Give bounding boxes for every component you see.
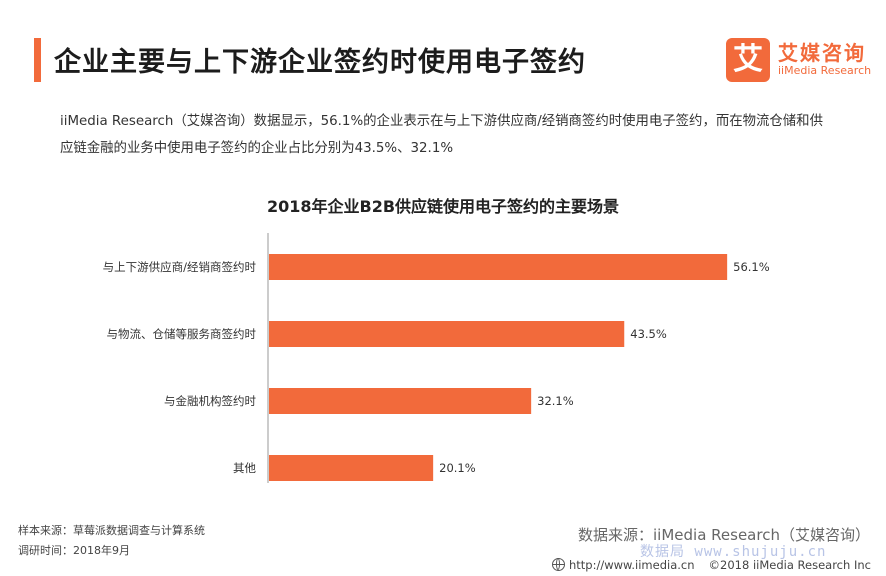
sample-source: 样本来源：草莓派数据调查与计算系统 (18, 524, 205, 537)
value-label: 32.1% (537, 394, 574, 408)
page-title: 企业主要与上下游企业签约时使用电子签约 (54, 47, 586, 78)
value-label: 20.1% (439, 461, 476, 475)
bar (269, 254, 728, 280)
logo-en-text: iiMedia Research (778, 64, 872, 77)
value-label: 43.5% (630, 327, 667, 341)
data-source: 数据来源：iiMedia Research（艾媒咨询） (578, 526, 870, 544)
iimedia-logo: 艾 艾媒咨询 iiMedia Research (726, 38, 872, 82)
chart-title: 2018年企业B2B供应链使用电子签约的主要场景 (266, 197, 620, 216)
bar (269, 321, 625, 347)
globe-icon (552, 558, 565, 571)
category-label: 与物流、仓储等服务商签约时 (107, 327, 257, 341)
watermark: 数据局 www.shujuju.cn (640, 544, 827, 560)
intro-paragraph: iiMedia Research（艾媒咨询）数据显示，56.1%的企业表示在与上… (60, 114, 823, 156)
survey-time: 调研时间：2018年9月 (18, 544, 130, 557)
category-label: 其他 (233, 461, 256, 475)
logo-cn-text: 艾媒咨询 (778, 41, 866, 65)
category-label: 与金融机构签约时 (164, 394, 256, 408)
bar (269, 388, 532, 414)
value-label: 56.1% (733, 260, 770, 274)
iimedia-logo-icon: 艾 (726, 38, 770, 82)
title-accent-bar (34, 38, 41, 82)
site-footer: http://www.iimedia.cn ©2018 iiMedia Resea… (552, 558, 882, 574)
category-label: 与上下游供应商/经销商签约时 (103, 260, 257, 274)
site-url[interactable]: http://www.iimedia.cn (569, 558, 695, 572)
bar (269, 455, 434, 481)
copyright: ©2018 iiMedia Research Inc (708, 558, 871, 572)
bar-chart: 与上下游供应商/经销商签约时 56.1% 与物流、仓储等服务商签约时 43.5% 与金融… (103, 233, 770, 483)
